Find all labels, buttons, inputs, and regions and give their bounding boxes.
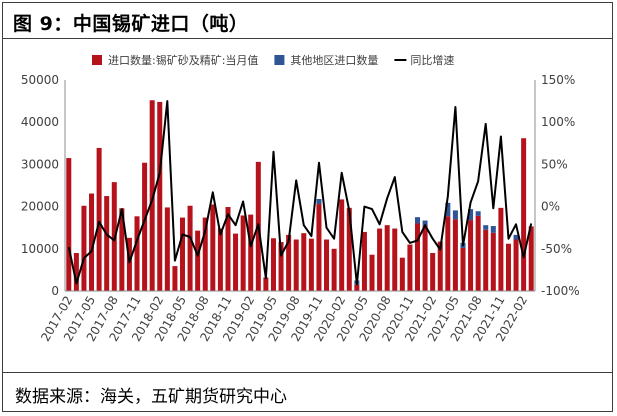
import-bar — [73, 253, 79, 291]
y-right-tick-label: -50% — [541, 242, 572, 256]
import-bar — [354, 284, 360, 291]
import-bar — [308, 238, 314, 291]
import-bar — [346, 207, 352, 291]
import-bar — [369, 254, 375, 291]
import-bar — [414, 223, 421, 291]
import-bar — [361, 231, 367, 291]
import-bar — [483, 229, 489, 291]
import-bar — [324, 239, 330, 291]
import-bar — [339, 199, 345, 291]
import-bar — [270, 238, 276, 291]
import-bar — [377, 228, 383, 291]
legend-swatch — [92, 55, 102, 65]
import-bar — [225, 207, 231, 291]
y-left-tick-label: 20000 — [21, 200, 59, 214]
data-source: 数据来源：海关，五矿期货研究中心 — [15, 387, 287, 407]
import-bar — [399, 257, 405, 291]
import-bar — [528, 226, 534, 291]
import-bar — [202, 217, 208, 291]
tin-ore-import-chart: 0 10000 20000 30000 40000 50000 -100% -50% 0% 50%… — [21, 53, 580, 344]
legend-swatch — [274, 55, 285, 65]
import-bar — [89, 193, 95, 291]
import-bar — [301, 233, 307, 291]
y-right-tick-label: 0% — [541, 200, 560, 214]
import-bar — [452, 219, 458, 291]
import-bar — [445, 216, 451, 291]
other-region-bar — [452, 210, 458, 220]
import-bar — [119, 208, 125, 291]
import-bar — [437, 241, 443, 291]
source-row: 数据来源：海关，五矿期货研究中心 — [3, 372, 612, 413]
import-bar — [392, 228, 398, 291]
import-bar — [384, 225, 390, 291]
import-bar — [293, 239, 299, 291]
other-region-bar — [468, 209, 474, 221]
other-region-bar — [490, 226, 496, 233]
import-bar — [331, 248, 337, 291]
other-region-bar — [422, 220, 428, 226]
import-bar — [505, 243, 511, 291]
import-bar — [263, 277, 269, 291]
import-bar — [468, 220, 474, 291]
import-bar — [475, 215, 481, 291]
import-bar — [96, 147, 102, 291]
import-bar — [164, 207, 170, 291]
import-bar — [460, 247, 466, 291]
import-bar — [498, 207, 504, 291]
import-bar — [513, 239, 519, 291]
import-bar — [195, 230, 201, 291]
other-region-bar — [316, 199, 322, 205]
other-region-bar — [513, 234, 519, 240]
other-region-bar — [414, 217, 421, 224]
legend-label: 进口数量:锡矿砂及精矿:当月值 — [108, 53, 258, 67]
import-bar — [157, 101, 163, 291]
import-bar — [142, 162, 148, 291]
y-right-tick-label: -100% — [541, 284, 580, 298]
y-left-tick-label: 10000 — [21, 242, 59, 256]
other-region-bar — [475, 211, 481, 216]
import-bar — [490, 232, 496, 291]
y-left-tick-label: 30000 — [21, 157, 59, 171]
import-bar — [430, 253, 436, 291]
import-bar — [233, 233, 239, 291]
import-bar — [286, 234, 292, 291]
y-right-tick-label: 50% — [541, 157, 568, 171]
title-row: 图 9：中国锡矿进口（吨） — [3, 3, 612, 39]
y-left-tick-label: 0 — [51, 284, 59, 298]
import-bar — [81, 205, 87, 291]
y-left-tick-label: 40000 — [21, 115, 59, 129]
import-bar — [240, 215, 246, 291]
import-bar — [179, 217, 186, 291]
import-bar — [66, 158, 72, 291]
import-bar — [104, 196, 110, 291]
import-bar — [210, 204, 216, 291]
import-bar — [217, 228, 223, 291]
y-right-tick-label: 150% — [541, 73, 575, 87]
import-bar — [172, 266, 178, 291]
other-region-bar — [483, 225, 489, 230]
import-bar — [134, 216, 140, 291]
import-bar — [187, 205, 193, 291]
import-bar — [278, 242, 284, 291]
legend-label: 同比增速 — [410, 53, 454, 67]
import-bar — [149, 100, 155, 291]
figure-title: 图 9：中国锡矿进口（吨） — [13, 13, 249, 35]
legend-label: 其他地区进口数量 — [290, 54, 378, 67]
import-bar — [422, 225, 428, 291]
y-right-tick-label: 100% — [541, 115, 575, 129]
other-region-bar — [445, 202, 451, 217]
yoy-growth-line — [67, 100, 533, 286]
import-bar — [316, 204, 322, 291]
y-left-tick-label: 50000 — [21, 73, 59, 87]
figure-frame: 图 9：中国锡矿进口（吨） 数据来源：海关，五矿期货研究中心 — [2, 2, 613, 412]
import-bar — [521, 138, 527, 291]
import-bar — [248, 214, 254, 291]
import-bar — [126, 237, 132, 291]
import-bar — [407, 244, 413, 291]
